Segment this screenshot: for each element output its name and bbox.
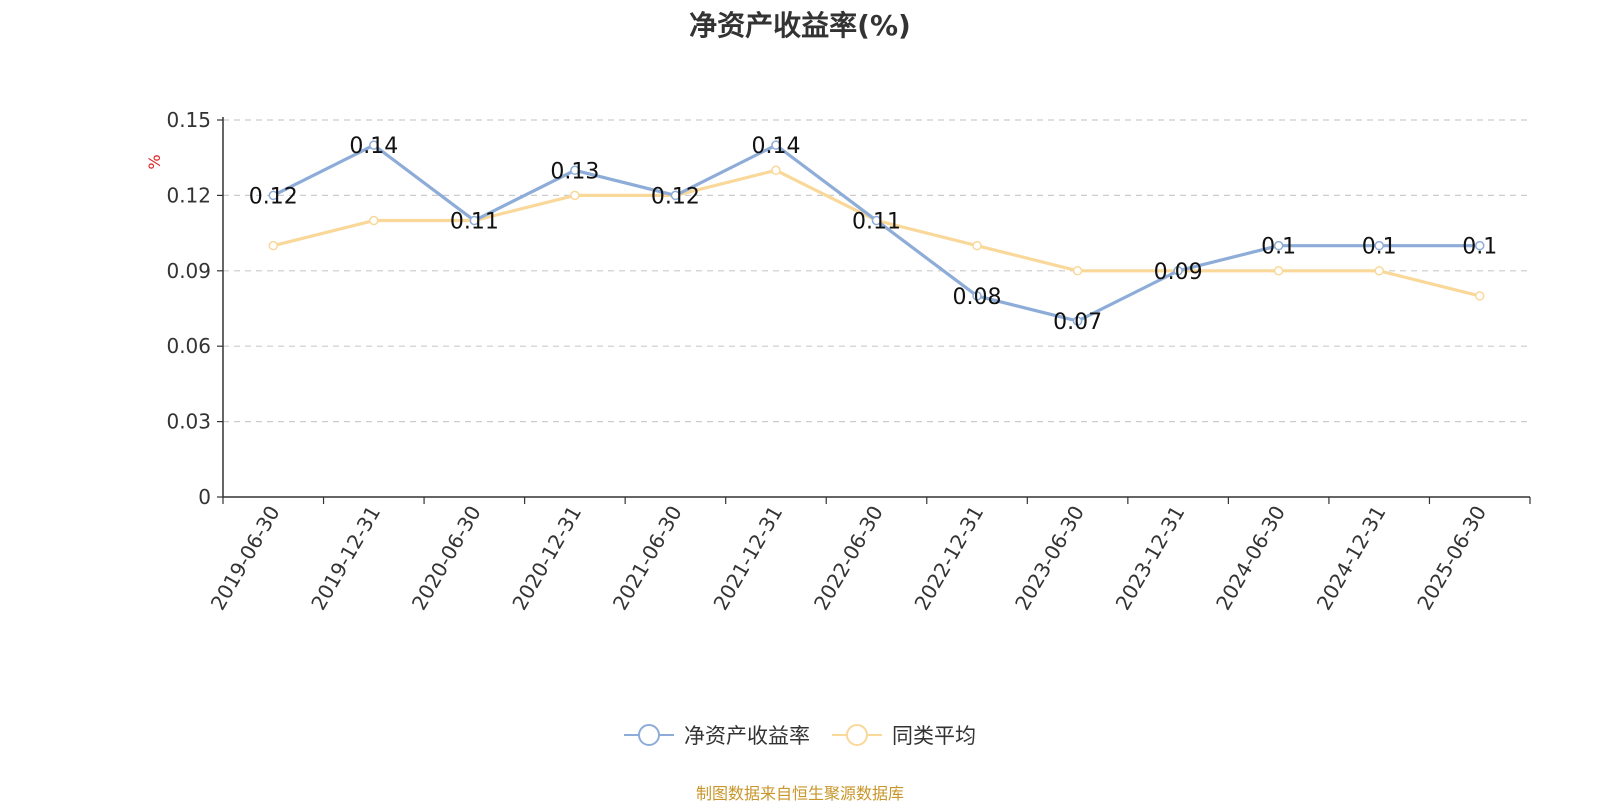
series-point-0 <box>1173 266 1183 276</box>
x-tick-label: 2021-12-31 <box>708 502 787 615</box>
series-point-1 <box>972 240 982 251</box>
data-source-note: 制图数据来自恒生聚源数据库 <box>695 784 904 803</box>
x-tick-label: 2019-06-30 <box>206 502 285 615</box>
legend-label-peer-average: 同类平均 <box>892 724 976 748</box>
series-point-1 <box>369 215 379 226</box>
x-tick-label: 2019-12-31 <box>306 502 385 615</box>
data-label: 0.14 <box>349 134 398 159</box>
series-point-0 <box>469 215 480 226</box>
series-point-1 <box>1374 266 1384 276</box>
chart-legend: 净资产收益率 同类平均 <box>0 720 1600 750</box>
series-point-0 <box>972 291 982 301</box>
series-point-1 <box>771 165 781 176</box>
data-label: 0.07 <box>1053 310 1102 335</box>
x-tick-label: 2024-06-30 <box>1211 502 1290 615</box>
x-tick-label: 2024-12-31 <box>1312 502 1391 615</box>
series-point-0 <box>570 165 580 176</box>
x-tick-label: 2021-06-30 <box>608 502 687 615</box>
legend-item-roe[interactable]: 净资产收益率 <box>624 720 810 750</box>
y-tick-label: 0.09 <box>166 259 211 283</box>
x-tick-label: 2020-12-31 <box>507 502 586 615</box>
data-label: 0.11 <box>852 210 901 235</box>
series-point-0 <box>1273 240 1284 251</box>
series-point-0 <box>1374 240 1384 251</box>
series-point-1 <box>1072 266 1083 276</box>
y-tick-label: 0.06 <box>166 334 211 358</box>
data-label: 0.1 <box>1362 235 1397 260</box>
data-label: 0.12 <box>249 184 298 209</box>
series-point-1 <box>268 240 279 251</box>
series-point-0 <box>871 215 882 226</box>
data-label: 0.13 <box>550 159 599 184</box>
y-axis-unit-label: % <box>145 154 164 169</box>
series-point-0 <box>1072 316 1083 326</box>
x-tick-label: 2025-06-30 <box>1412 502 1491 615</box>
legend-marker-roe <box>624 724 674 746</box>
x-tick-label: 2020-06-30 <box>407 502 486 615</box>
data-label: 0.12 <box>651 184 700 209</box>
x-tick-label: 2023-06-30 <box>1010 502 1089 615</box>
y-tick-label: 0 <box>198 485 211 509</box>
legend-label-roe: 净资产收益率 <box>684 724 810 748</box>
data-label: 0.14 <box>751 134 800 159</box>
data-label: 0.1 <box>1261 235 1296 260</box>
data-label: 0.1 <box>1462 235 1497 260</box>
x-tick-label: 2022-12-31 <box>909 502 988 615</box>
chart-title: 净资产收益率(%) <box>689 9 911 42</box>
series-point-0 <box>268 190 279 201</box>
data-label: 0.09 <box>1154 260 1203 285</box>
y-tick-label: 0.12 <box>166 183 211 207</box>
series-point-0 <box>1474 240 1485 251</box>
legend-item-peer-average[interactable]: 同类平均 <box>832 720 976 750</box>
series-point-1 <box>1474 291 1485 301</box>
series-point-0 <box>670 190 681 201</box>
y-tick-label: 0.03 <box>166 410 211 434</box>
data-label: 0.11 <box>450 210 499 235</box>
y-tick-label: 0.15 <box>166 108 211 132</box>
series-point-1 <box>570 190 580 201</box>
legend-marker-peer-average <box>832 724 882 746</box>
x-tick-label: 2022-06-30 <box>809 502 888 615</box>
series-point-0 <box>369 140 379 150</box>
x-tick-label: 2023-12-31 <box>1111 502 1190 615</box>
series-point-0 <box>771 140 781 150</box>
data-label: 0.08 <box>953 285 1002 310</box>
series-point-1 <box>1273 266 1284 276</box>
